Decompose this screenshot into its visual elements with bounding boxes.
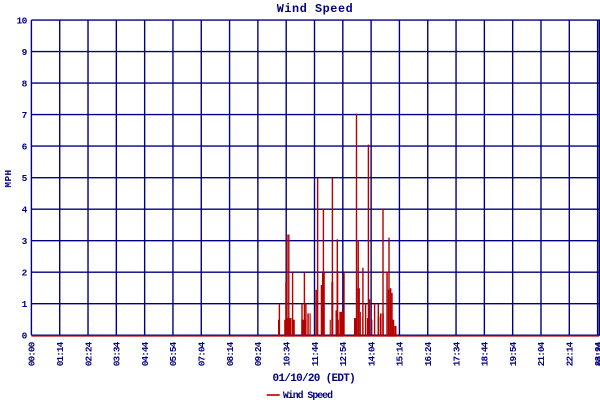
svg-text:23:24: 23:24 bbox=[593, 341, 600, 366]
svg-text:10: 10 bbox=[16, 15, 27, 26]
svg-text:Wind Speed: Wind Speed bbox=[277, 2, 354, 16]
svg-text:0: 0 bbox=[22, 331, 28, 342]
svg-text:01/10/20 (EDT): 01/10/20 (EDT) bbox=[273, 373, 355, 385]
svg-text:7: 7 bbox=[22, 110, 28, 121]
svg-text:MPH: MPH bbox=[3, 169, 14, 187]
svg-text:09:24: 09:24 bbox=[253, 341, 264, 366]
svg-text:04:44: 04:44 bbox=[140, 341, 151, 366]
svg-text:07:04: 07:04 bbox=[197, 341, 208, 366]
svg-text:21:04: 21:04 bbox=[536, 341, 547, 366]
svg-text:11:44: 11:44 bbox=[310, 341, 321, 366]
svg-text:00:34: 00:34 bbox=[594, 341, 600, 366]
svg-text:14:04: 14:04 bbox=[366, 341, 377, 366]
svg-text:2: 2 bbox=[22, 267, 28, 278]
svg-text:01:14: 01:14 bbox=[55, 341, 66, 366]
svg-text:9: 9 bbox=[22, 47, 28, 58]
svg-text:02:24: 02:24 bbox=[83, 341, 94, 366]
svg-text:5: 5 bbox=[22, 173, 28, 184]
svg-text:00:00: 00:00 bbox=[27, 341, 38, 366]
svg-text:05:54: 05:54 bbox=[168, 341, 179, 366]
svg-text:15:14: 15:14 bbox=[395, 341, 406, 366]
svg-text:6: 6 bbox=[22, 141, 28, 152]
svg-text:1: 1 bbox=[22, 299, 28, 310]
svg-text:08:14: 08:14 bbox=[225, 341, 236, 366]
svg-text:12:54: 12:54 bbox=[338, 341, 349, 366]
svg-text:3: 3 bbox=[22, 236, 28, 247]
svg-text:18:44: 18:44 bbox=[480, 341, 491, 366]
svg-text:10:34: 10:34 bbox=[281, 341, 292, 366]
svg-text:03:34: 03:34 bbox=[112, 341, 123, 366]
svg-text:16:24: 16:24 bbox=[423, 341, 434, 366]
svg-text:22:14: 22:14 bbox=[565, 341, 576, 366]
svg-text:4: 4 bbox=[22, 204, 28, 215]
svg-text:Wind Speed: Wind Speed bbox=[283, 390, 333, 400]
svg-text:19:54: 19:54 bbox=[508, 341, 519, 366]
svg-text:8: 8 bbox=[22, 78, 28, 89]
svg-text:17:34: 17:34 bbox=[451, 341, 462, 366]
